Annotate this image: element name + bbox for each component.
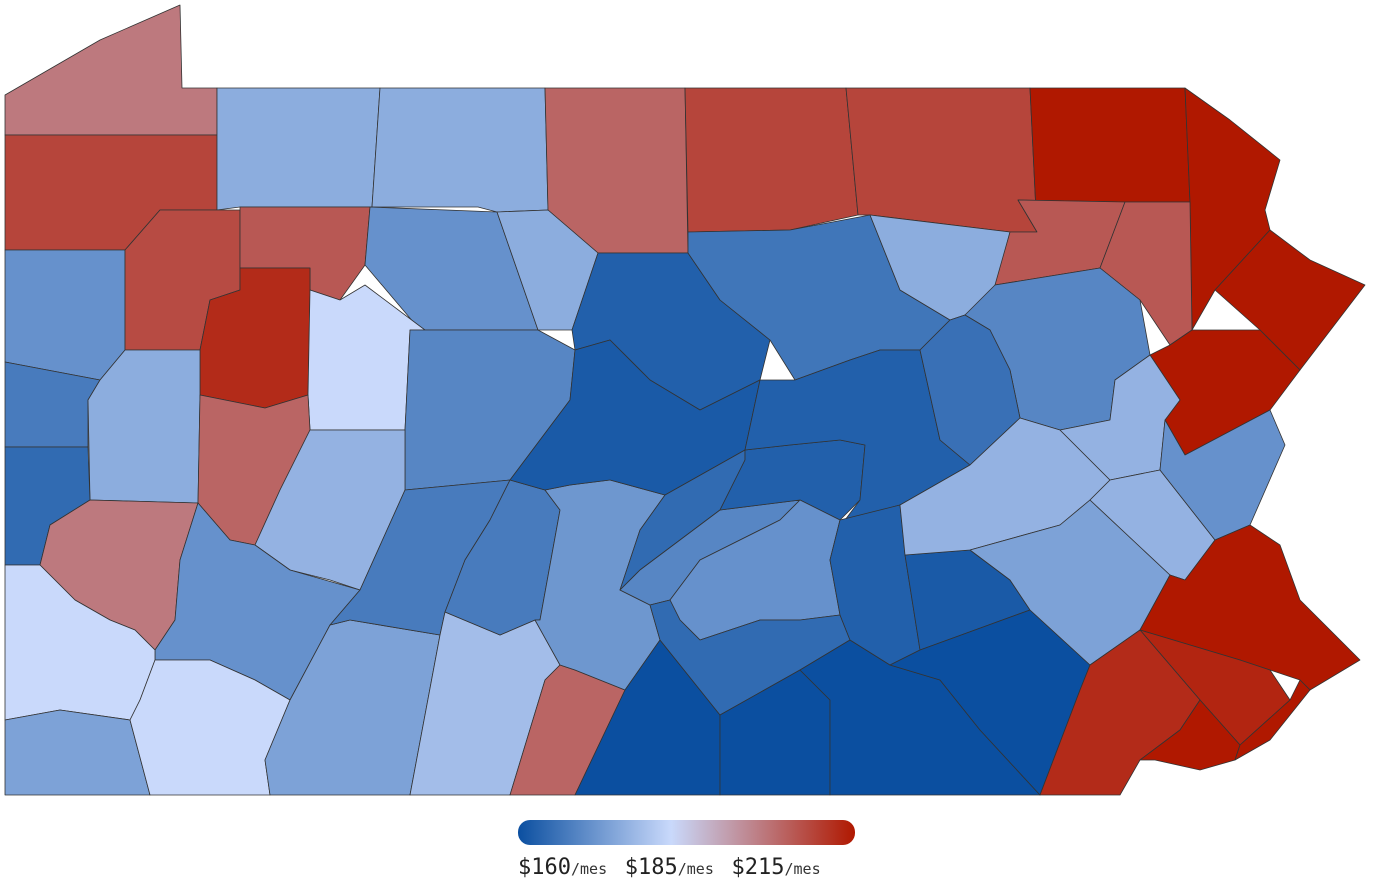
county bbox=[4, 4, 218, 136]
county bbox=[1139, 699, 1241, 771]
legend-unit: /mes bbox=[784, 860, 820, 878]
county bbox=[254, 429, 406, 591]
legend-unit: /mes bbox=[678, 860, 714, 878]
legend-value: $160 bbox=[518, 855, 571, 880]
county bbox=[1159, 409, 1286, 541]
county bbox=[371, 87, 549, 213]
county bbox=[4, 361, 101, 448]
legend-unit: /mes bbox=[571, 860, 607, 878]
county bbox=[4, 709, 151, 796]
county bbox=[684, 87, 859, 233]
county bbox=[216, 87, 381, 211]
legend-label: $160/mes $185/mes $215/mes bbox=[518, 855, 821, 880]
county bbox=[845, 87, 1038, 233]
legend-value: $215 bbox=[732, 855, 785, 880]
county bbox=[919, 314, 1021, 466]
legend-bar bbox=[518, 820, 855, 845]
county bbox=[4, 249, 126, 381]
county bbox=[1234, 679, 1311, 761]
legend-value: $185 bbox=[625, 855, 678, 880]
counties bbox=[4, 4, 1366, 796]
